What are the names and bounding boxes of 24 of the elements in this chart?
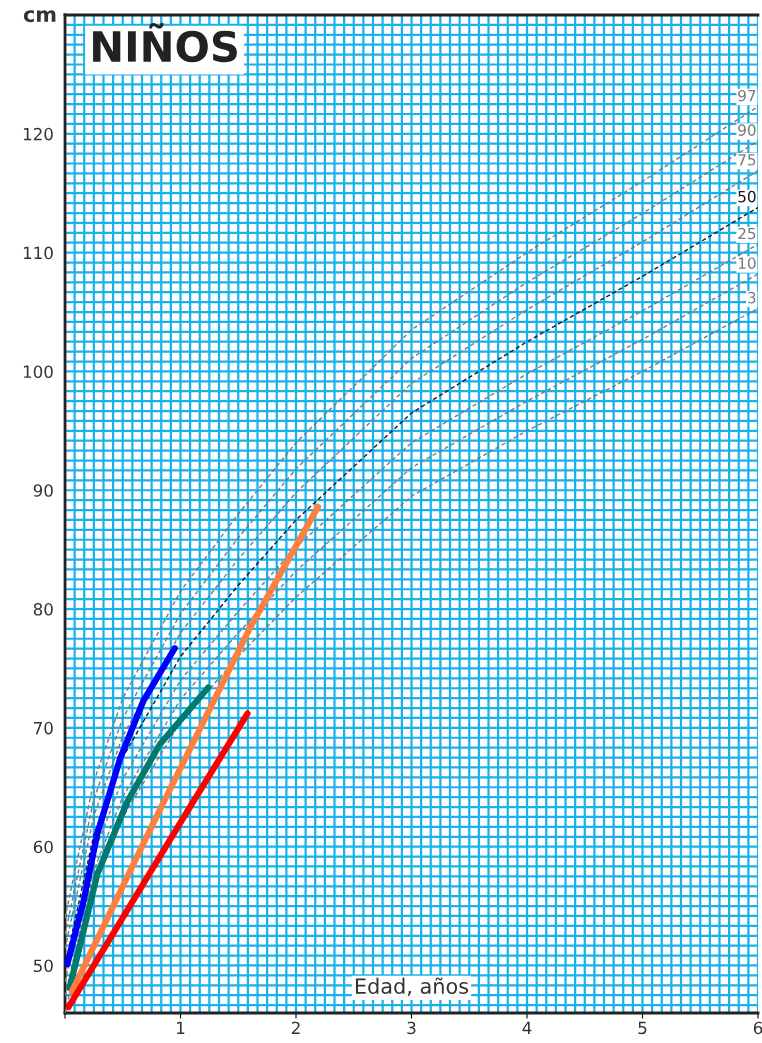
x-tick-label: 5 (638, 1021, 647, 1035)
y-tick-label: 60 (33, 840, 53, 854)
series-label: 25 (738, 227, 756, 240)
chart-title: NIÑOS (93, 23, 237, 63)
x-tick-label: 2 (291, 1021, 300, 1034)
series-label: 90 (738, 124, 756, 136)
series-label: 97 (738, 89, 756, 102)
y-tick-label: 110 (23, 246, 53, 260)
series-label: 50 (738, 190, 756, 203)
y-axis-title: cm (23, 10, 56, 23)
series-label: 75 (738, 154, 756, 166)
x-axis-title: Edad, años (355, 977, 469, 997)
y-tick-label: 50 (33, 959, 53, 973)
series-label: 3 (748, 291, 756, 304)
x-tick-label: 3 (407, 1021, 416, 1035)
series-label: 10 (738, 257, 756, 269)
x-tick-label: 1 (177, 1021, 185, 1034)
y-tick-label: 90 (33, 484, 53, 497)
y-tick-label: 100 (23, 365, 53, 378)
y-tick-label: 70 (34, 721, 53, 735)
y-tick-label: 120 (23, 127, 53, 141)
x-tick-label: 4 (522, 1021, 532, 1034)
x-tick-label: 6 (753, 1021, 762, 1035)
y-tick-label: 80 (33, 603, 53, 616)
